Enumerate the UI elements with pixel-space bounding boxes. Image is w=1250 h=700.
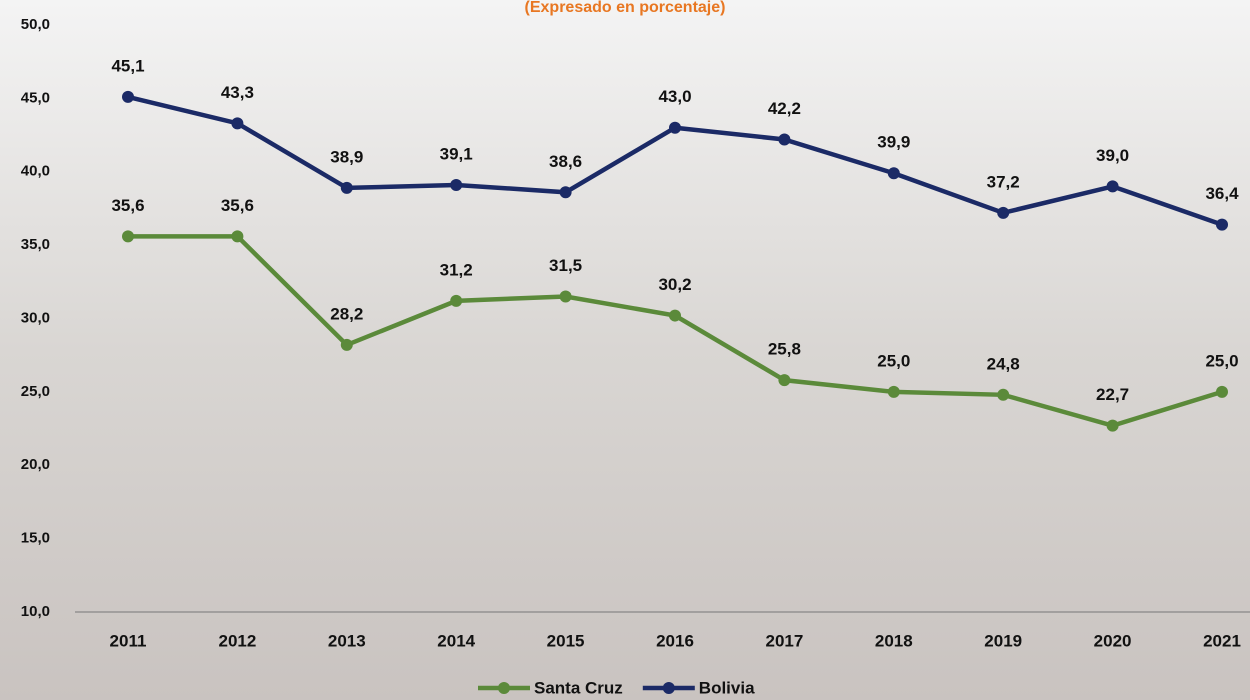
data-label: 43,3: [221, 83, 254, 102]
marker: [450, 178, 463, 191]
data-label: 39,9: [877, 133, 910, 152]
legend-marker: [662, 682, 675, 694]
x-tick-label: 2019: [984, 631, 1022, 650]
y-tick-label: 35,0: [21, 236, 50, 253]
chart-subtitle: (Expresado en porcentaje): [525, 0, 726, 16]
marker: [778, 374, 791, 387]
y-tick-label: 50,0: [21, 16, 50, 33]
x-tick-label: 2017: [765, 631, 803, 650]
legend-marker: [498, 682, 510, 694]
marker: [122, 90, 134, 103]
data-label: 39,1: [440, 144, 473, 163]
x-tick-label: 2020: [1094, 631, 1132, 650]
y-tick-label: 15,0: [21, 530, 50, 547]
data-label: 38,6: [549, 152, 582, 171]
x-tick-label: 2014: [437, 631, 475, 650]
marker: [122, 230, 134, 243]
data-label: 39,0: [1096, 146, 1129, 165]
data-label: 38,9: [330, 147, 363, 166]
legend-label: Santa Cruz: [534, 678, 623, 697]
data-label: 45,1: [111, 56, 144, 75]
marker: [669, 309, 681, 322]
data-label: 36,4: [1205, 184, 1239, 203]
marker: [1106, 419, 1119, 432]
data-label: 31,5: [549, 256, 582, 275]
x-tick-label: 2016: [656, 631, 694, 650]
data-label: 30,2: [658, 275, 691, 294]
marker: [559, 186, 572, 199]
data-label: 42,2: [768, 99, 801, 118]
marker: [1216, 385, 1228, 398]
x-tick-label: 2012: [218, 631, 256, 650]
marker: [669, 121, 681, 134]
x-tick-label: 2011: [110, 631, 147, 650]
data-label: 37,2: [987, 172, 1020, 191]
marker: [340, 338, 353, 351]
data-label: 24,8: [987, 354, 1020, 373]
data-label: 31,2: [440, 260, 473, 279]
marker: [887, 385, 900, 398]
x-tick-label: 2013: [328, 631, 366, 650]
marker: [997, 388, 1010, 401]
marker: [231, 230, 244, 243]
x-tick-label: 2018: [875, 631, 913, 650]
data-label: 25,8: [768, 340, 801, 359]
data-label: 43,0: [658, 87, 691, 106]
data-label: 22,7: [1096, 385, 1129, 404]
data-label: 25,0: [877, 351, 910, 370]
x-tick-label: 2021: [1203, 631, 1241, 650]
y-tick-label: 25,0: [21, 383, 50, 400]
marker: [450, 294, 463, 307]
marker: [1106, 180, 1119, 193]
legend-label: Bolivia: [699, 678, 755, 697]
data-label: 25,0: [1205, 351, 1238, 370]
y-tick-label: 20,0: [21, 456, 50, 473]
data-label: 35,6: [221, 196, 254, 215]
marker: [887, 167, 900, 180]
marker: [1216, 218, 1228, 231]
marker: [778, 133, 791, 146]
marker: [997, 206, 1010, 219]
marker: [340, 181, 353, 194]
marker: [231, 117, 244, 130]
x-tick-label: 2015: [547, 631, 585, 650]
data-label: 35,6: [111, 196, 144, 215]
marker: [559, 290, 572, 303]
y-tick-label: 40,0: [21, 163, 50, 180]
y-tick-label: 45,0: [21, 89, 50, 106]
data-label: 28,2: [330, 304, 363, 323]
y-tick-label: 30,0: [21, 309, 50, 326]
y-tick-label: 10,0: [21, 603, 50, 620]
